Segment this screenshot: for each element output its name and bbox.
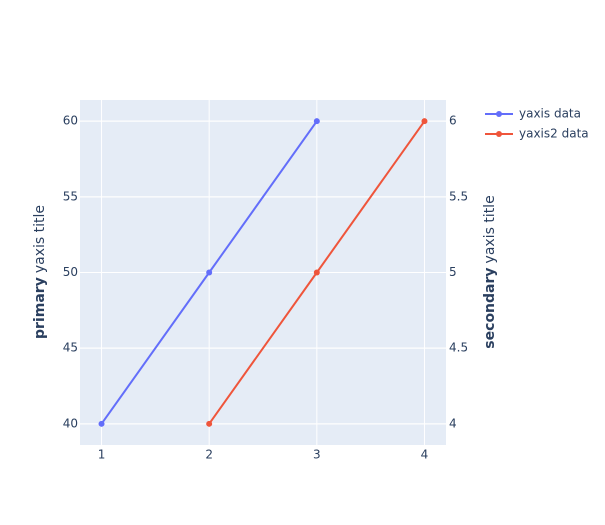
legend-label: yaxis data	[519, 107, 581, 121]
point	[421, 118, 428, 125]
legend-label: yaxis2 data	[519, 127, 589, 141]
point	[313, 118, 320, 125]
x-tick-label: 2	[205, 448, 213, 462]
legend-marker	[496, 111, 502, 117]
y-axis-title: primary yaxis title	[32, 205, 48, 339]
y2-axis-title-bold: secondary	[482, 267, 498, 348]
y2-tick-label: 6	[449, 114, 457, 128]
y-axis-title-text: yaxis title	[32, 205, 48, 273]
y-tick-label: 50	[63, 265, 78, 279]
point	[313, 269, 320, 276]
y2-axis-title: secondary yaxis title	[482, 195, 498, 348]
y-tick-label: 55	[63, 189, 78, 203]
point	[206, 269, 213, 276]
point	[98, 420, 105, 427]
y-tick-label: 45	[63, 341, 78, 355]
y2-tick-label: 4.5	[449, 341, 468, 355]
y-tick-label: 60	[63, 114, 78, 128]
legend-marker	[496, 131, 502, 137]
y2-tick-label: 4	[449, 416, 457, 430]
x-tick-label: 1	[98, 448, 106, 462]
y-axis-title-bold: primary	[32, 277, 48, 339]
y-tick-label: 40	[63, 416, 78, 430]
y2-tick-label: 5	[449, 265, 457, 279]
x-tick-label: 4	[421, 448, 429, 462]
y2-tick-label: 5.5	[449, 189, 468, 203]
point	[206, 420, 213, 427]
y2-axis-title-text: yaxis title	[482, 195, 498, 263]
x-tick-label: 3	[313, 448, 321, 462]
